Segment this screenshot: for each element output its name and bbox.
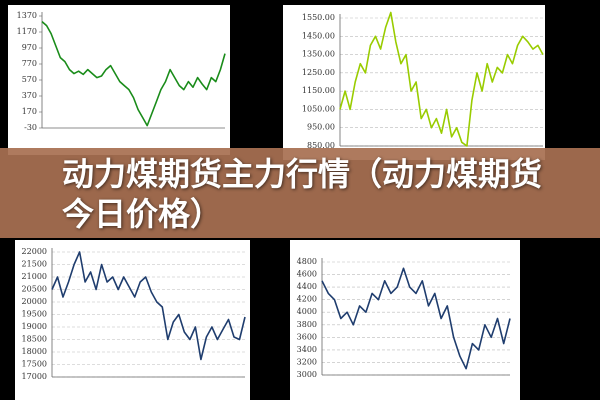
y-tick-label: 1250.00 [302,68,335,77]
y-tick-label: 18000 [22,347,47,356]
y-tick-label: 4000 [297,307,317,316]
y-tick-label: 1170 [17,27,37,36]
y-tick-label: 1150.00 [302,86,335,95]
y-tick-label: 3000 [297,370,317,379]
y-tick-label: 3800 [297,320,317,329]
y-tick-label: 1550.00 [302,13,335,22]
y-tick-label: 570 [22,75,37,84]
y-tick-label: 21500 [22,260,47,269]
y-tick-label: 970 [22,43,37,52]
price-line [41,20,226,127]
y-tick-label: 19000 [22,322,47,331]
y-tick-label: 370 [22,91,37,100]
y-tick-label: -30 [24,123,37,132]
y-tick-label: 1370 [17,11,37,20]
y-tick-label: 950.00 [307,123,335,132]
price-line [51,251,246,361]
price-line [339,11,544,147]
chart-panel [15,240,250,400]
chart-panel [290,240,520,400]
y-tick-label: 3200 [297,357,317,366]
y-tick-label: 18500 [22,335,47,344]
y-tick-label: 22000 [22,247,47,256]
y-tick-label: 850.00 [307,141,335,150]
y-tick-label: 17000 [22,372,47,381]
y-tick-label: 1350.00 [302,50,335,59]
y-tick-label: 3400 [297,345,317,354]
price-line [321,267,511,370]
y-tick-label: 1450.00 [302,31,335,40]
y-tick-label: 4600 [297,270,317,279]
y-tick-label: 1050.00 [302,104,335,113]
y-tick-label: 4200 [297,295,317,304]
y-tick-label: 3600 [297,332,317,341]
y-tick-label: 4400 [297,282,317,291]
y-tick-label: 20000 [22,297,47,306]
y-tick-label: 770 [22,59,37,68]
y-tick-label: 4800 [297,257,317,266]
banner [0,148,600,238]
chart-panel [283,5,545,160]
y-tick-label: 17500 [22,360,47,369]
y-tick-label: 20500 [22,285,47,294]
banner-title: 动力煤期货主力行情（动力煤期货今日价格） [62,155,543,233]
y-tick-label: 21000 [22,272,47,281]
y-tick-label: 170 [22,107,37,116]
y-tick-label: 19500 [22,310,47,319]
